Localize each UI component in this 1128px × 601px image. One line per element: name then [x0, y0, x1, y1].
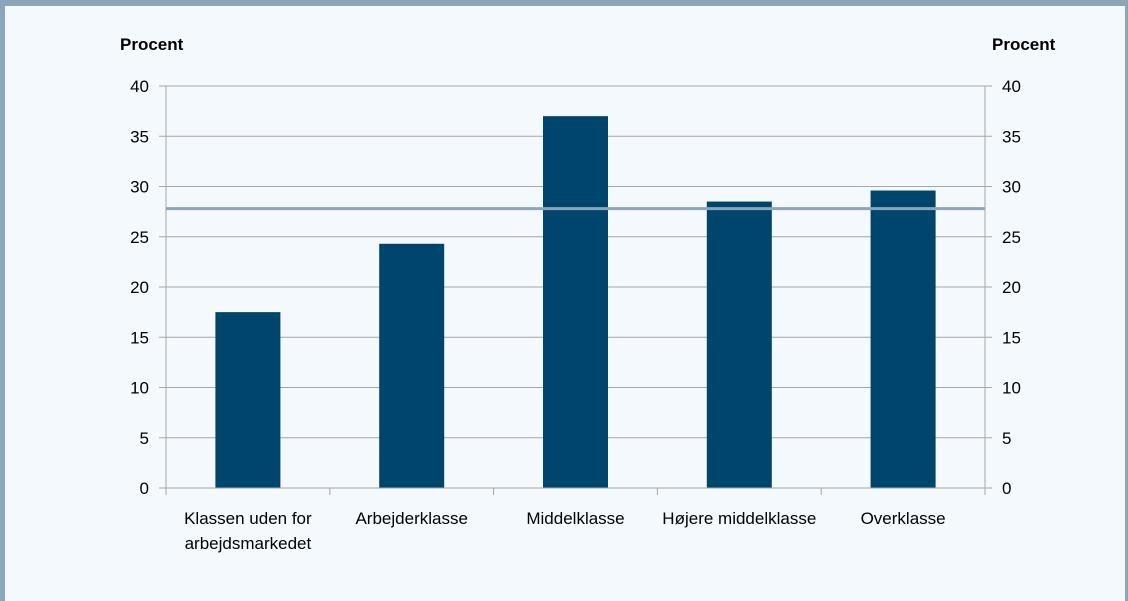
- category-label-line: Overklasse: [861, 509, 946, 528]
- category-label-line: Klassen uden for: [184, 509, 312, 528]
- left-tick-label: 35: [130, 127, 149, 146]
- right-tick-label: 20: [1002, 278, 1021, 297]
- panel-top-bar: [0, 0, 1128, 6]
- right-tick-label: 10: [1002, 379, 1021, 398]
- left-tick-label: 25: [130, 228, 149, 247]
- category-label-line: Arbejderklasse: [355, 509, 467, 528]
- bar: [543, 116, 608, 489]
- left-tick-label: 40: [130, 77, 149, 96]
- bar: [215, 312, 281, 488]
- right-tick-label: 15: [1002, 328, 1021, 347]
- left-tick-label: 10: [130, 379, 149, 398]
- bar: [706, 201, 772, 488]
- left-tick-label: 0: [140, 479, 149, 498]
- category-label-line: arbejdsmarkedet: [185, 534, 312, 553]
- category-label: Klassen uden for arbejdsmarkedet: [184, 509, 312, 553]
- left-tick-label: 30: [130, 178, 149, 197]
- category-label-line: Middelklasse: [526, 509, 624, 528]
- right-tick-label: 25: [1002, 228, 1021, 247]
- left-axis-label: Procent: [120, 35, 184, 54]
- right-tick-label: 0: [1002, 479, 1011, 498]
- right-tick-label: 40: [1002, 77, 1021, 96]
- left-tick-label: 20: [130, 278, 149, 297]
- left-tick-label: 15: [130, 328, 149, 347]
- right-tick-label: 30: [1002, 178, 1021, 197]
- category-label: Arbejderklasse: [355, 509, 467, 528]
- right-axis-label: Procent: [992, 35, 1056, 54]
- right-tick-label: 35: [1002, 127, 1021, 146]
- bar: [379, 243, 445, 488]
- right-tick-label: 5: [1002, 429, 1011, 448]
- bar: [870, 190, 936, 488]
- left-tick-label: 5: [140, 429, 149, 448]
- category-label-line: Højere middelklasse: [662, 509, 816, 528]
- category-label: Middelklasse: [526, 509, 624, 528]
- category-label: Overklasse: [861, 509, 946, 528]
- category-label: Højere middelklasse: [662, 509, 816, 528]
